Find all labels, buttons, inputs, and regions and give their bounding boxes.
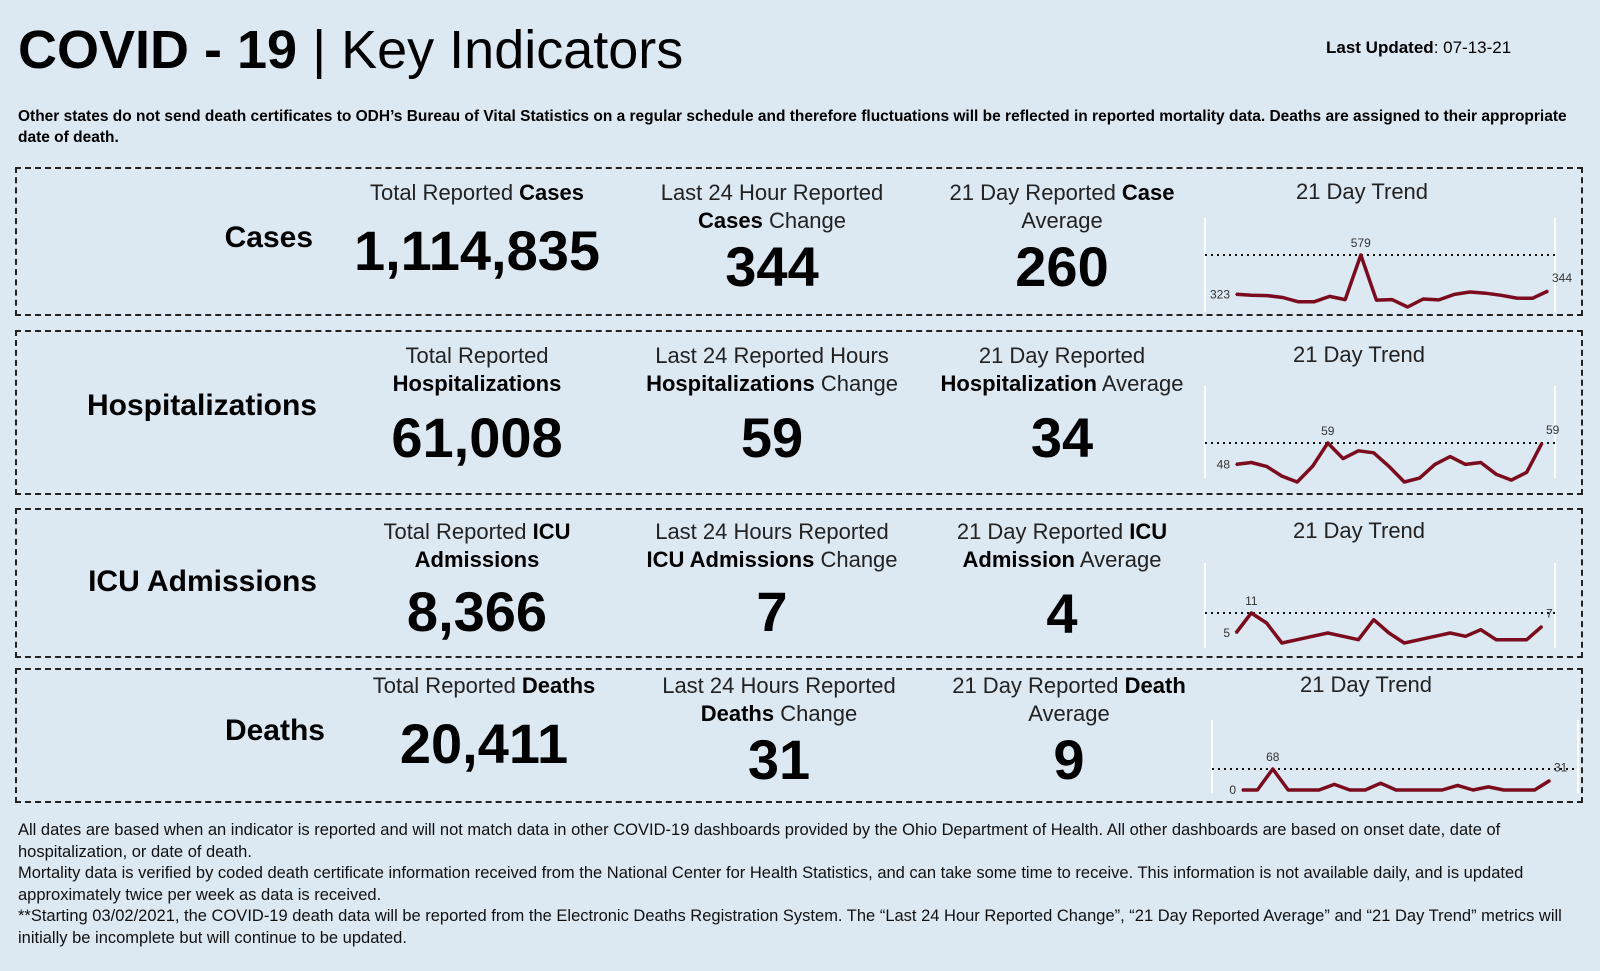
metric-value: 1,114,835	[353, 219, 601, 282]
metric-heading: Last 24 Hours Reported Deaths Change	[662, 673, 896, 726]
title-subtitle: Key Indicators	[341, 20, 684, 80]
metric-value: 4	[1046, 582, 1078, 645]
hospitalizations-change: Last 24 Reported Hours Hospitalizations C…	[612, 342, 932, 468]
footer-note: All dates are based when an indicator is…	[18, 821, 1501, 861]
metric-heading: Last 24 Hours Reported ICU Admissions Cha…	[646, 519, 898, 572]
panel-cases: Cases Total Reported Cases 1,114,835 Las…	[15, 167, 1583, 316]
total-deaths: Total Reported Deaths 20,411	[324, 672, 644, 774]
last-updated: Last Updated: 07-13-21	[1326, 38, 1511, 58]
trend-title: 21 Day Trend	[1299, 672, 1433, 697]
page-title: COVID - 19 | Key Indicators	[18, 18, 683, 82]
title-separator: |	[297, 20, 342, 80]
panel-deaths: Deaths Total Reported Deaths 20,411 Last…	[15, 668, 1583, 803]
metric-heading: 21 Day Reported Hospitalization Average	[940, 343, 1184, 396]
panel-label: ICU Admissions	[88, 565, 317, 598]
metric-heading: Total Reported ICU Admissions	[383, 519, 571, 572]
metric-heading: Last 24 Hour Reported Cases Change	[660, 180, 884, 233]
total-cases: Total Reported Cases 1,114,835	[317, 179, 637, 281]
total-hospitalizations: Total Reported Hospitalizations 61,008	[317, 342, 637, 468]
metric-value: 344	[725, 235, 819, 298]
panel-label: Deaths	[224, 714, 325, 747]
metric-heading: Total Reported Hospitalizations	[392, 343, 562, 396]
metric-value: 31	[747, 728, 811, 791]
metric-heading: Last 24 Reported Hours Hospitalizations C…	[646, 343, 898, 396]
metric-value: 7	[756, 580, 788, 643]
last-updated-label: Last Updated	[1326, 38, 1434, 57]
total-icu-admissions: Total Reported ICU Admissions 8,366	[317, 518, 637, 642]
deaths-change: Last 24 Hours Reported Deaths Change 31	[619, 672, 939, 790]
trend-title: 21 Day Trend	[1295, 179, 1429, 204]
footer-notes: All dates are based when an indicator is…	[18, 820, 1588, 949]
metric-heading: 21 Day Reported Case Average	[949, 180, 1175, 233]
metric-value: 34	[1030, 406, 1094, 469]
metric-value: 8,366	[406, 580, 548, 643]
panel-label: Cases	[224, 221, 313, 254]
footer-note: **Starting 03/02/2021, the COVID-19 deat…	[18, 907, 1562, 947]
cases-average: 21 Day Reported Case Average 260	[902, 179, 1222, 297]
metric-heading: Total Reported Cases	[369, 180, 585, 205]
metric-heading: 21 Day Reported ICU Admission Average	[956, 519, 1168, 572]
metric-value: 59	[740, 406, 804, 469]
metric-heading: 21 Day Reported Death Average	[952, 673, 1186, 726]
panel-label: Hospitalizations	[86, 389, 317, 422]
last-updated-value: : 07-13-21	[1433, 38, 1512, 57]
footer-note: Mortality data is verified by coded deat…	[18, 864, 1524, 904]
panel-hospitalizations: Hospitalizations Total Reported Hospitali…	[15, 330, 1583, 495]
trend-title: 21 Day Trend	[1292, 518, 1426, 543]
metric-value: 9	[1053, 728, 1085, 791]
metric-value: 260	[1015, 235, 1109, 298]
metric-heading: Total Reported Deaths	[372, 673, 596, 698]
title-bold: COVID - 19	[18, 20, 298, 80]
icu-admissions-change: Last 24 Hours Reported ICU Admissions Cha…	[612, 518, 932, 642]
deaths-average: 21 Day Reported Death Average 9	[909, 672, 1229, 790]
trend-title: 21 Day Trend	[1292, 342, 1426, 367]
icu-admissions-average: 21 Day Reported ICU Admission Average 4	[902, 518, 1222, 644]
metric-value: 61,008	[391, 406, 563, 469]
mortality-note: Other states do not send death certifica…	[18, 108, 1567, 146]
metric-value: 20,411	[399, 712, 569, 775]
panel-icu-admissions: ICU Admissions Total Reported ICU Admissi…	[15, 508, 1583, 658]
hospitalizations-average: 21 Day Reported Hospitalization Average 3…	[902, 342, 1222, 468]
cases-change: Last 24 Hour Reported Cases Change 344	[612, 179, 932, 297]
